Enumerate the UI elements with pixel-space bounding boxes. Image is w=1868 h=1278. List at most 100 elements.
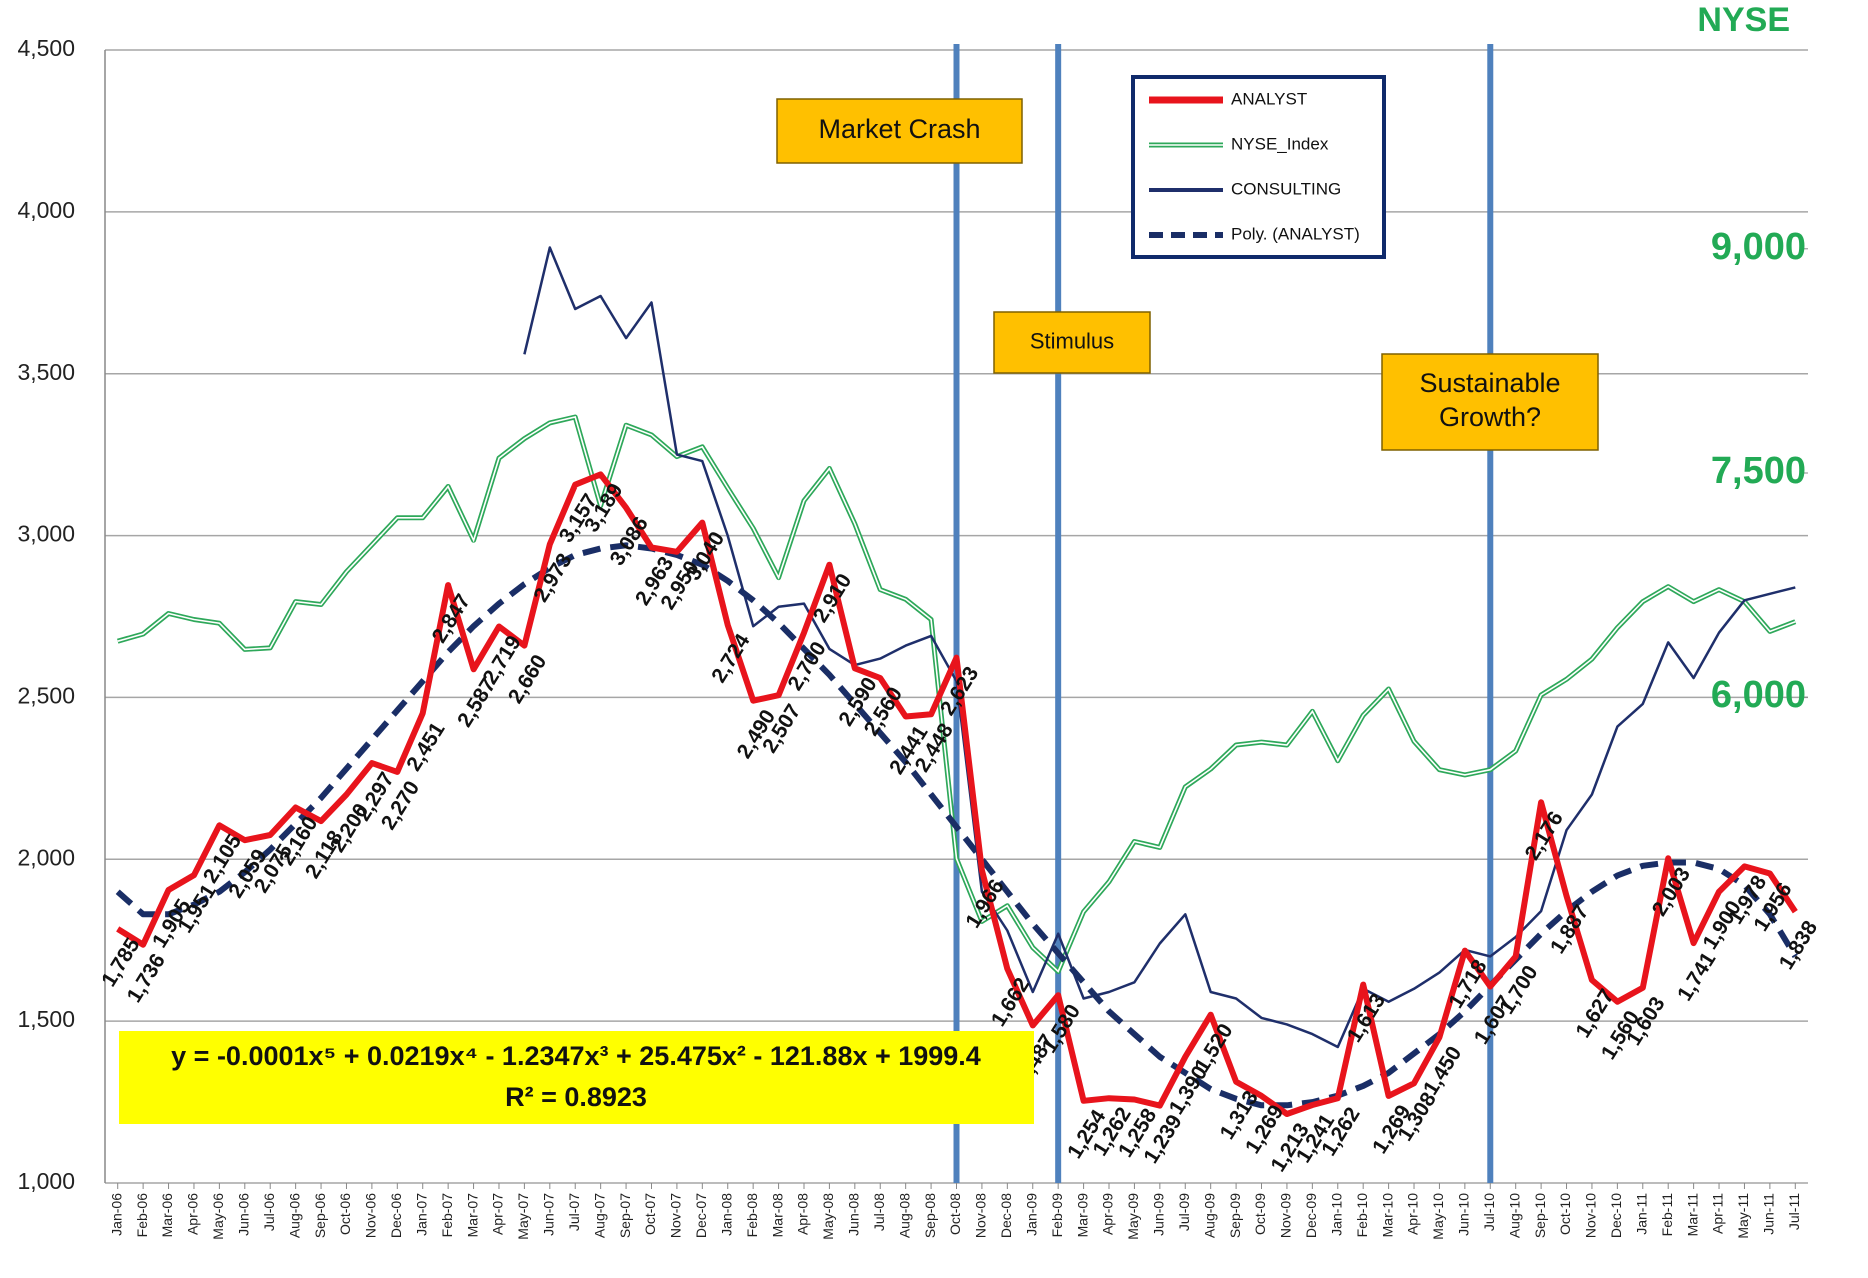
x-tick-label: Jan-11: [1633, 1193, 1649, 1235]
x-tick-label: Jun-08: [846, 1193, 862, 1236]
equation-box: [119, 1031, 1034, 1124]
x-tick-label: Mar-10: [1379, 1193, 1395, 1238]
y-tick-label: 4,000: [17, 197, 75, 223]
legend-label: ANALYST: [1231, 89, 1307, 108]
x-tick-label: Mar-07: [464, 1193, 480, 1238]
x-tick-label: Apr-10: [1405, 1193, 1421, 1235]
annotation-text: Stimulus: [1030, 328, 1114, 353]
x-tick-label: Feb-10: [1354, 1193, 1370, 1238]
x-tick-label: Jan-06: [108, 1193, 124, 1236]
annotation-text: Growth?: [1439, 402, 1541, 432]
x-tick-label: Feb-09: [1049, 1193, 1065, 1238]
x-tick-label: May-10: [1430, 1193, 1446, 1240]
x-tick-label: Jun-06: [236, 1193, 252, 1236]
data-label: 1,662: [987, 974, 1034, 1031]
x-tick-label: Sep-07: [617, 1193, 633, 1238]
x-tick-label: May-08: [820, 1193, 836, 1240]
x-tick-label: Nov-06: [363, 1193, 379, 1238]
x-tick-label: Aug-09: [1201, 1193, 1217, 1238]
annotation-box: [993, 311, 1151, 374]
x-tick-label: Jul-09: [1176, 1193, 1192, 1231]
x-tick-label: Jul-11: [1786, 1193, 1802, 1230]
y-tick-label: 1,000: [17, 1168, 75, 1194]
x-tick-label: Aug-06: [286, 1193, 302, 1238]
x-tick-label: Sep-08: [922, 1193, 938, 1238]
x-tick-label: Apr-09: [1100, 1193, 1116, 1235]
x-tick-label: Oct-10: [1557, 1193, 1573, 1235]
x-tick-label: Apr-06: [185, 1193, 201, 1235]
x-tick-label: Apr-07: [490, 1193, 506, 1235]
data-label: 2,003: [1648, 863, 1695, 920]
x-tick-label: May-09: [1125, 1193, 1141, 1240]
x-tick-label: Sep-06: [312, 1193, 328, 1238]
x-tick-label: Mar-06: [159, 1193, 175, 1238]
data-label: 1,887: [1546, 901, 1593, 958]
x-tick-label: Jun-07: [541, 1193, 557, 1236]
x-tick-label: Mar-09: [1074, 1193, 1090, 1238]
y-tick-label: 4,500: [17, 35, 75, 61]
x-tick-label: Oct-06: [337, 1193, 353, 1235]
x-tick-label: Mar-11: [1684, 1193, 1700, 1237]
y2-tick-label: 9,000: [1711, 226, 1806, 268]
legend-box: [1131, 75, 1386, 259]
data-label: 1,838: [1775, 917, 1823, 974]
annotation-text: Sustainable: [1419, 368, 1560, 398]
x-tick-label: Dec-08: [998, 1193, 1014, 1238]
x-tick-label: Dec-10: [1608, 1193, 1624, 1238]
legend-label: CONSULTING: [1231, 179, 1341, 198]
x-tick-label: Aug-07: [591, 1193, 607, 1238]
x-tick-label: Dec-07: [693, 1193, 709, 1238]
data-label: 2,847: [428, 590, 475, 647]
data-label: 1,741: [1673, 948, 1721, 1005]
x-tick-label: Aug-08: [896, 1193, 912, 1238]
x-tick-label: Feb-07: [439, 1193, 455, 1238]
y-tick-label: 2,500: [17, 683, 75, 709]
x-tick-label: Jan-08: [718, 1193, 734, 1236]
annotation-box: [1381, 353, 1599, 451]
x-tick-label: May-06: [210, 1193, 226, 1240]
x-tick-label: Oct-08: [947, 1193, 963, 1235]
line-series: [523, 246, 1796, 1049]
x-tick-label: May-11: [1735, 1193, 1751, 1239]
y-tick-label: 3,000: [17, 521, 75, 547]
y2-tick-label: 6,000: [1711, 674, 1806, 716]
y-tick-label: 3,500: [17, 359, 75, 385]
x-tick-label: May-07: [515, 1193, 531, 1240]
x-tick-label: Sep-10: [1532, 1193, 1548, 1238]
legend-label: Poly. (ANALYST): [1231, 224, 1360, 243]
x-tick-label: Jul-06: [261, 1193, 277, 1231]
x-tick-label: Jan-10: [1328, 1193, 1344, 1236]
x-tick-label: Apr-08: [795, 1193, 811, 1235]
x-tick-label: Feb-11: [1659, 1193, 1675, 1237]
x-tick-label: Jul-07: [566, 1193, 582, 1231]
line-series: [116, 471, 1798, 1117]
annotation-text: Market Crash: [818, 114, 980, 144]
line-series-core: [117, 416, 1796, 973]
x-tick-label: Dec-06: [388, 1193, 404, 1238]
x-tick-label: Nov-10: [1583, 1193, 1599, 1238]
x-tick-label: Jul-08: [871, 1193, 887, 1231]
legend-label: NYSE_Index: [1231, 134, 1329, 153]
x-tick-label: Feb-06: [134, 1193, 150, 1238]
x-tick-label: Oct-09: [1252, 1193, 1268, 1235]
x-tick-label: Jun-09: [1151, 1193, 1167, 1236]
x-tick-label: Sep-09: [1227, 1193, 1243, 1238]
x-tick-label: Feb-08: [744, 1193, 760, 1238]
annotation-box: [776, 98, 1023, 164]
y-tick-label: 2,000: [17, 844, 75, 870]
x-tick-label: Apr-11: [1710, 1193, 1726, 1234]
data-label: 1,450: [1419, 1042, 1466, 1099]
x-tick-label: Aug-10: [1506, 1193, 1522, 1238]
data-label: 1,718: [1444, 955, 1492, 1012]
data-label: 2,176: [1521, 807, 1568, 864]
x-tick-label: Oct-07: [642, 1193, 658, 1235]
x-tick-label: Jun-10: [1456, 1193, 1472, 1236]
x-tick-label: Jan-07: [413, 1193, 429, 1236]
x-tick-label: Jan-09: [1023, 1193, 1039, 1236]
x-tick-label: Jun-11: [1761, 1193, 1777, 1235]
equation-text: y = -0.0001x⁵ + 0.0219x⁴ - 1.2347x³ + 25…: [171, 1041, 981, 1071]
y-tick-label: 1,500: [17, 1006, 75, 1032]
y2-tick-label: 7,500: [1711, 450, 1806, 492]
